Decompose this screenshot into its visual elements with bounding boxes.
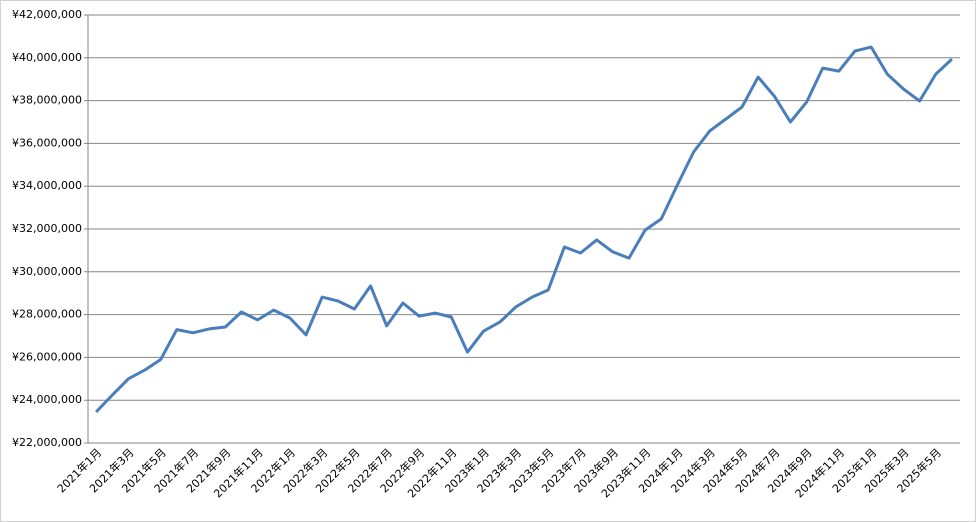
y-tick-label: ¥34,000,000	[12, 179, 82, 192]
y-tick-label: ¥22,000,000	[12, 436, 82, 449]
y-tick-label: ¥28,000,000	[12, 308, 82, 321]
y-tick-label: ¥26,000,000	[12, 350, 82, 363]
y-tick-label: ¥40,000,000	[12, 51, 82, 64]
y-tick-label: ¥42,000,000	[12, 8, 82, 21]
y-tick-label: ¥24,000,000	[12, 393, 82, 406]
data-line	[95, 45, 953, 414]
y-tick-label: ¥32,000,000	[12, 222, 82, 235]
y-tick-label: ¥30,000,000	[12, 265, 82, 278]
y-tick-label: ¥38,000,000	[12, 94, 82, 107]
y-tick-label: ¥36,000,000	[12, 136, 82, 149]
